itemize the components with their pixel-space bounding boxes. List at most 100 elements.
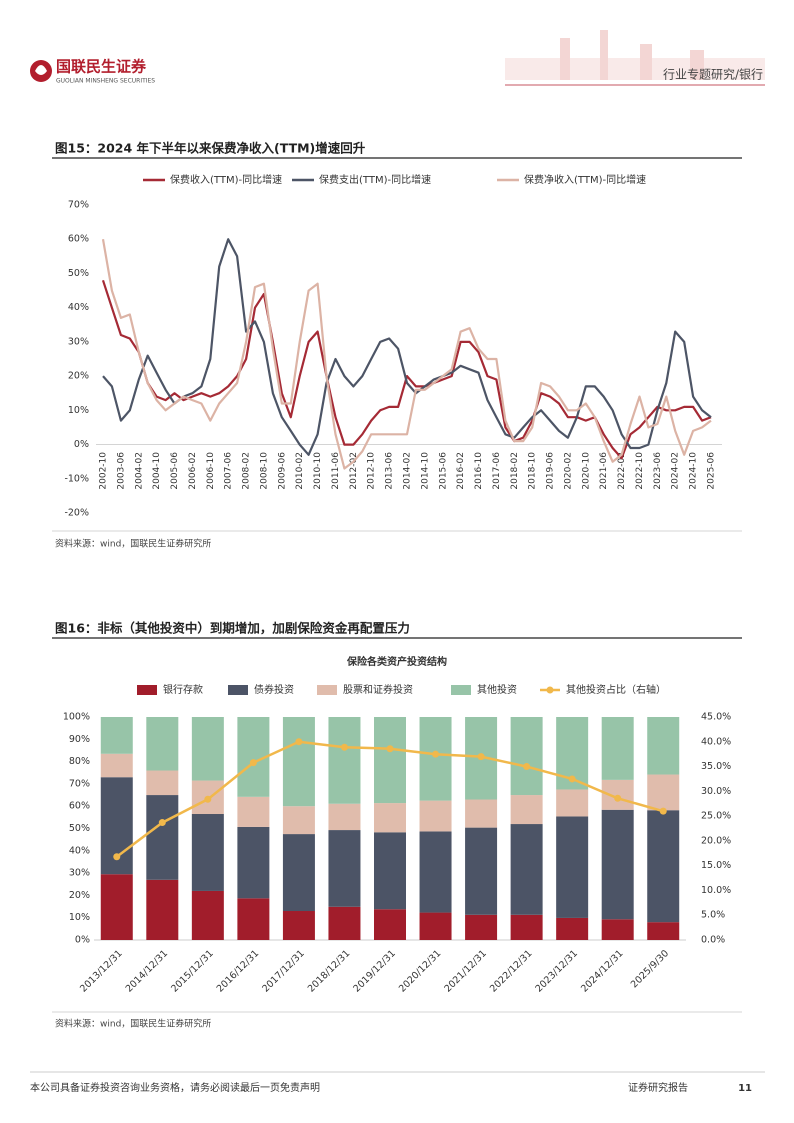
bar-segment	[146, 770, 179, 796]
y2-tick-label: 10.0%	[701, 885, 731, 896]
legend-label: 保费支出(TTM)-同比增速	[319, 173, 431, 186]
line-point	[113, 853, 121, 861]
x-tick-label: 2024/12/31	[579, 948, 626, 995]
bar-segment	[328, 906, 361, 940]
bar-segment	[100, 874, 133, 940]
x-tick-label: 2017-06	[492, 452, 502, 490]
y2-tick-label: 5.0%	[701, 910, 725, 921]
x-tick-label: 2009-06	[277, 452, 287, 490]
bar-segment	[419, 831, 452, 913]
bar-segment	[146, 717, 179, 771]
x-tick-label: 2011-06	[331, 452, 341, 490]
bar-segment	[191, 717, 224, 781]
source: 资料来源：wind，国联民生证券研究所	[55, 538, 211, 550]
x-tick-label: 2015/12/31	[169, 948, 216, 995]
y-tick-label: -10%	[64, 473, 89, 484]
x-tick-label: 2014/12/31	[124, 948, 171, 995]
page-number: 11	[738, 1083, 752, 1094]
y2-tick-label: 20.0%	[701, 835, 731, 846]
y-tick-label: 100%	[63, 712, 90, 723]
legend-label: 其他投资占比（右轴）	[566, 683, 666, 696]
legend-swatch	[546, 686, 554, 694]
bar-segment	[374, 832, 406, 910]
bar-segment	[465, 799, 498, 828]
bar-segment	[556, 816, 589, 918]
bar-segment	[282, 834, 315, 912]
x-tick-label: 2020-10	[581, 452, 591, 490]
bar-segment	[601, 919, 634, 940]
y-tick-label: 0%	[74, 439, 89, 450]
y2-tick-label: 35.0%	[701, 761, 731, 772]
bar-segment	[146, 795, 179, 880]
bar-segment	[510, 717, 543, 796]
line-point	[432, 750, 440, 758]
y-tick-label: 10%	[68, 405, 89, 416]
bar-segment	[237, 898, 270, 940]
bar-segment	[419, 912, 452, 940]
brand: 国联民生证券	[56, 58, 147, 76]
bar-segment	[100, 753, 133, 778]
x-tick-label: 2022-02	[617, 452, 627, 490]
y-tick-label: -20%	[64, 508, 89, 519]
x-tick-label: 2019/12/31	[351, 948, 398, 995]
y-tick-label: 90%	[69, 734, 90, 745]
series-line	[101, 239, 712, 470]
x-tick-label: 2018-10	[528, 452, 538, 490]
bar-segment	[465, 827, 498, 915]
line-point	[477, 753, 485, 761]
series-line	[101, 279, 712, 460]
skyline	[505, 30, 765, 80]
y2-tick-label: 45.0%	[701, 712, 731, 723]
bar-segment	[647, 717, 680, 775]
x-tick-label: 2020-02	[563, 452, 573, 490]
line-point	[158, 819, 166, 827]
x-tick-label: 2003-06	[116, 452, 126, 490]
x-tick-label: 2021/12/31	[442, 948, 489, 995]
y-tick-label: 50%	[68, 268, 89, 279]
legend-swatch	[317, 685, 337, 695]
legend-label: 其他投资	[477, 683, 517, 696]
brand-en: GUOLIAN MINSHENG SECURITIES	[56, 78, 155, 85]
bar-segment	[374, 803, 406, 833]
bar-segment	[237, 796, 270, 827]
legend-label: 债券投资	[254, 683, 294, 696]
bar-segment	[510, 824, 543, 915]
x-tick-label: 2021-06	[599, 452, 609, 490]
x-tick-label: 2018-02	[510, 452, 520, 490]
x-tick-label: 2022/12/31	[488, 948, 535, 995]
bar-segment	[510, 795, 543, 825]
x-tick-label: 2025-06	[707, 452, 717, 490]
x-tick-label: 2008-10	[259, 452, 269, 490]
line-point	[295, 738, 303, 746]
x-tick-label: 2008-02	[242, 452, 252, 490]
y-tick-label: 30%	[68, 336, 89, 347]
bar-segment	[601, 717, 634, 780]
x-tick-label: 2015-06	[438, 452, 448, 490]
x-tick-label: 2013-06	[385, 452, 395, 490]
line-point	[523, 763, 531, 771]
x-tick-label: 2005-06	[170, 452, 180, 490]
x-tick-label: 2004-02	[134, 452, 144, 490]
y2-tick-label: 30.0%	[701, 786, 731, 797]
section: 行业专题研究/银行	[663, 67, 763, 82]
x-tick-label: 2022-10	[635, 452, 645, 490]
y2-tick-label: 40.0%	[701, 736, 731, 747]
bar-segment	[282, 911, 315, 940]
legend-swatch	[137, 685, 157, 695]
legend-swatch	[228, 685, 248, 695]
y-tick-label: 60%	[69, 801, 90, 812]
x-tick-label: 2020/12/31	[397, 948, 444, 995]
y-tick-label: 30%	[69, 868, 90, 879]
bar-segment	[374, 717, 406, 804]
line-point	[340, 743, 348, 751]
caption: 图15：2024 年下半年以来保费净收入(TTM)增速回升	[55, 141, 366, 156]
legend-label: 股票和证券投资	[343, 683, 413, 696]
chart-title: 保险各类资产投资结构	[346, 655, 447, 668]
bar-segment	[237, 826, 270, 899]
x-tick-label: 2016-02	[456, 452, 466, 490]
y-tick-label: 70%	[69, 778, 90, 789]
x-tick-label: 2025/9/30	[629, 948, 671, 990]
source: 资料来源：wind，国联民生证券研究所	[55, 1018, 211, 1030]
bar-segment	[374, 909, 406, 940]
